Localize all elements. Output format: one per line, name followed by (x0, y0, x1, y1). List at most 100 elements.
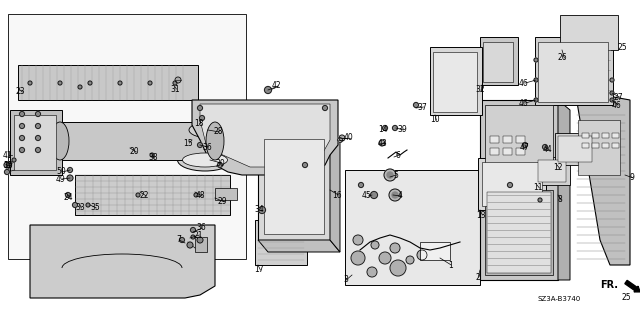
Text: 33: 33 (75, 204, 84, 212)
FancyBboxPatch shape (8, 14, 246, 259)
Text: 1: 1 (448, 261, 452, 270)
FancyBboxPatch shape (535, 157, 570, 185)
Text: 46: 46 (519, 99, 529, 108)
FancyBboxPatch shape (430, 47, 482, 115)
Circle shape (78, 85, 82, 89)
FancyBboxPatch shape (503, 136, 512, 143)
Circle shape (191, 235, 195, 239)
Circle shape (173, 81, 177, 85)
FancyBboxPatch shape (10, 110, 62, 175)
FancyBboxPatch shape (516, 148, 525, 155)
FancyArrow shape (625, 280, 640, 292)
FancyBboxPatch shape (538, 160, 566, 182)
Circle shape (387, 172, 393, 178)
Circle shape (150, 153, 154, 157)
FancyBboxPatch shape (195, 237, 207, 252)
Circle shape (367, 267, 377, 277)
Circle shape (379, 140, 385, 146)
Circle shape (610, 78, 614, 82)
FancyBboxPatch shape (602, 143, 609, 148)
Polygon shape (575, 90, 630, 265)
Circle shape (379, 252, 391, 264)
Polygon shape (480, 100, 558, 280)
Circle shape (390, 243, 400, 253)
Circle shape (4, 162, 10, 168)
FancyBboxPatch shape (602, 133, 609, 138)
Circle shape (610, 91, 614, 95)
Text: 11: 11 (533, 183, 543, 192)
Circle shape (358, 182, 364, 188)
Ellipse shape (206, 122, 224, 160)
Circle shape (136, 193, 140, 197)
Text: 2: 2 (475, 272, 480, 281)
Text: 15: 15 (183, 138, 193, 147)
Circle shape (353, 235, 363, 245)
Circle shape (198, 106, 202, 110)
Text: 41: 41 (3, 151, 13, 160)
Circle shape (534, 78, 538, 82)
Text: 29: 29 (218, 197, 228, 206)
FancyBboxPatch shape (612, 133, 619, 138)
Text: 43: 43 (378, 138, 388, 147)
Circle shape (19, 112, 24, 116)
Text: 5: 5 (393, 170, 398, 180)
FancyBboxPatch shape (487, 192, 551, 273)
Text: 31: 31 (170, 85, 180, 93)
FancyBboxPatch shape (482, 162, 542, 206)
Circle shape (35, 147, 40, 152)
Circle shape (417, 250, 427, 260)
Text: 8: 8 (558, 196, 563, 204)
FancyBboxPatch shape (503, 148, 512, 155)
Circle shape (534, 58, 538, 62)
Text: 36: 36 (196, 224, 205, 233)
Circle shape (406, 256, 414, 264)
Circle shape (389, 189, 401, 201)
FancyBboxPatch shape (582, 133, 589, 138)
Ellipse shape (182, 153, 227, 167)
Ellipse shape (189, 122, 231, 138)
Text: 50: 50 (56, 167, 66, 176)
FancyBboxPatch shape (264, 139, 324, 234)
Text: 37: 37 (417, 102, 427, 112)
Text: 45: 45 (362, 191, 372, 201)
Circle shape (191, 227, 195, 233)
Circle shape (65, 192, 70, 197)
Polygon shape (258, 130, 330, 240)
Ellipse shape (177, 149, 232, 171)
Circle shape (194, 193, 198, 197)
Circle shape (392, 125, 397, 130)
Circle shape (19, 123, 24, 129)
Polygon shape (558, 100, 570, 280)
Circle shape (522, 143, 527, 147)
FancyBboxPatch shape (582, 143, 589, 148)
Circle shape (371, 191, 378, 198)
Text: 21: 21 (193, 231, 202, 240)
Circle shape (35, 136, 40, 140)
Text: 47: 47 (520, 144, 530, 152)
Circle shape (200, 115, 205, 121)
Text: 48: 48 (196, 191, 205, 201)
FancyBboxPatch shape (490, 148, 499, 155)
Text: 40: 40 (344, 133, 354, 143)
Text: 30: 30 (215, 159, 225, 167)
Text: 17: 17 (254, 265, 264, 275)
Circle shape (58, 81, 62, 85)
Text: 36: 36 (202, 143, 212, 152)
Circle shape (218, 162, 223, 167)
Circle shape (179, 238, 184, 242)
Circle shape (303, 162, 307, 167)
Text: 19: 19 (3, 160, 13, 169)
Circle shape (187, 242, 193, 248)
FancyBboxPatch shape (480, 37, 518, 85)
FancyBboxPatch shape (592, 133, 599, 138)
FancyBboxPatch shape (578, 120, 620, 175)
Circle shape (4, 169, 10, 174)
Circle shape (197, 237, 203, 243)
Circle shape (534, 98, 538, 102)
Text: 25: 25 (622, 293, 632, 302)
Circle shape (259, 206, 266, 213)
FancyBboxPatch shape (478, 158, 546, 210)
Text: 35: 35 (90, 204, 100, 212)
Circle shape (339, 135, 345, 141)
Text: 16: 16 (332, 190, 342, 199)
